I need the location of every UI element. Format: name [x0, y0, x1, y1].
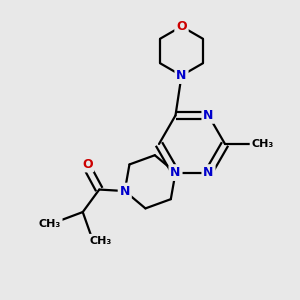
Text: N: N [203, 109, 214, 122]
Text: N: N [203, 166, 214, 179]
Text: CH₃: CH₃ [251, 139, 274, 149]
Text: CH₃: CH₃ [39, 219, 61, 229]
Text: N: N [176, 69, 187, 82]
Text: O: O [82, 158, 93, 170]
Text: N: N [170, 166, 181, 179]
Text: N: N [120, 184, 130, 197]
Text: CH₃: CH₃ [90, 236, 112, 245]
Text: O: O [176, 20, 187, 33]
